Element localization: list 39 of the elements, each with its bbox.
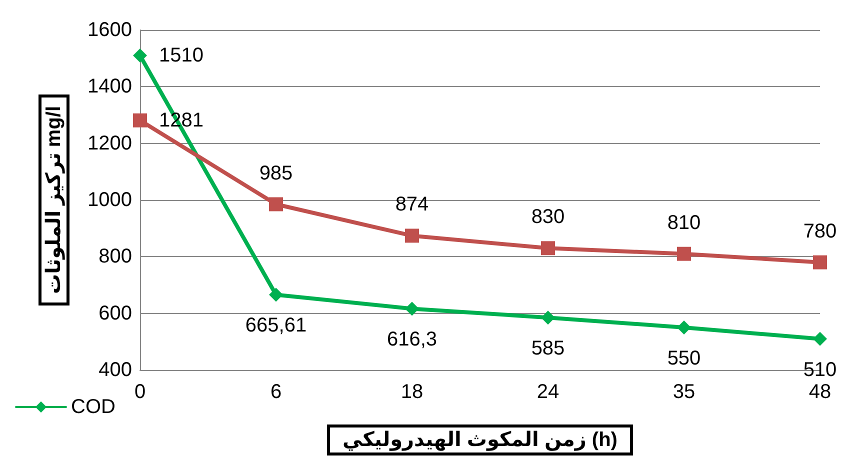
point xyxy=(541,310,555,325)
point xyxy=(405,302,419,316)
data-label: 550 xyxy=(667,348,701,370)
point xyxy=(813,332,827,346)
data-label: 585 xyxy=(531,338,565,360)
point xyxy=(269,197,283,212)
point xyxy=(677,246,691,261)
x-tick-label: 35 xyxy=(672,381,696,403)
point xyxy=(405,228,419,243)
y-tick-label: 600 xyxy=(98,302,132,324)
y-tick-label: 1600 xyxy=(88,19,132,41)
x-tick-label: 6 xyxy=(270,381,282,403)
y-tick-label: 1200 xyxy=(88,132,132,154)
x-tick-label: 0 xyxy=(134,381,146,403)
data-label: 874 xyxy=(395,194,429,216)
point xyxy=(541,241,555,256)
data-label: 510 xyxy=(803,358,837,381)
y-axis-title: تركيز الملوثات mg/l xyxy=(43,106,65,294)
data-label: 616,3 xyxy=(386,328,438,351)
data-label: 810 xyxy=(667,212,701,234)
point xyxy=(133,48,147,62)
y-tick-label: 400 xyxy=(98,359,132,381)
point xyxy=(133,113,147,128)
point xyxy=(677,320,691,334)
y-tick-label: 800 xyxy=(98,246,132,268)
x-tick-label: 18 xyxy=(400,381,424,403)
x-axis-title: زمن المكوث الهيدروليكي (h) xyxy=(342,429,618,451)
x-tick-label: 24 xyxy=(536,381,560,403)
data-label: 985 xyxy=(259,162,293,184)
data-label: 665,61 xyxy=(245,314,307,337)
data-label: 780 xyxy=(803,220,837,242)
y-tick-label: 1000 xyxy=(88,189,132,211)
point xyxy=(813,255,827,270)
data-label: 830 xyxy=(531,206,565,228)
data-label: 1510 xyxy=(159,44,204,66)
legend-label: COD xyxy=(71,396,116,418)
point xyxy=(269,288,283,302)
y-tick-label: 1400 xyxy=(88,76,132,98)
x-tick-label: 48 xyxy=(808,381,832,403)
